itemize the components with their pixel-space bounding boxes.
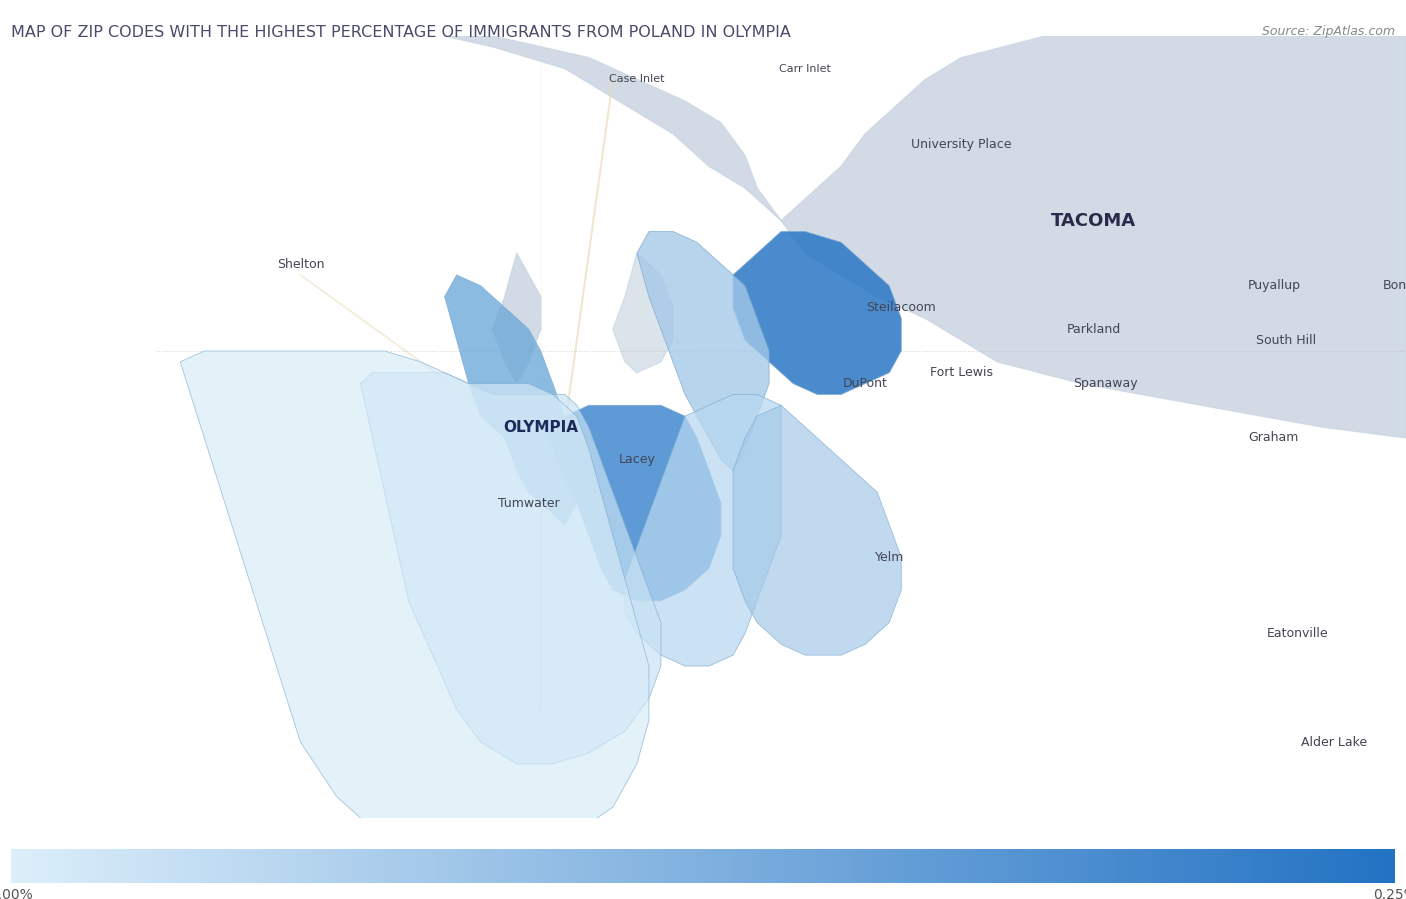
Text: Alder Lake: Alder Lake	[1301, 735, 1367, 749]
Text: Parkland: Parkland	[1066, 323, 1121, 335]
Text: Lacey: Lacey	[619, 453, 655, 466]
Polygon shape	[637, 231, 769, 470]
Polygon shape	[444, 36, 1406, 438]
Text: TACOMA: TACOMA	[1052, 211, 1136, 229]
Text: South Hill: South Hill	[1256, 334, 1316, 347]
Text: Spanaway: Spanaway	[1073, 377, 1137, 390]
Polygon shape	[180, 351, 650, 861]
Text: Steilacoom: Steilacoom	[866, 301, 936, 314]
Text: Graham: Graham	[1249, 432, 1299, 444]
Text: Fort Lewis: Fort Lewis	[929, 366, 993, 379]
Text: Tumwater: Tumwater	[498, 496, 560, 510]
Text: Shelton: Shelton	[277, 258, 325, 271]
Text: Carr Inlet: Carr Inlet	[779, 64, 831, 74]
Text: Eatonville: Eatonville	[1267, 627, 1329, 640]
Polygon shape	[541, 405, 721, 601]
Text: University Place: University Place	[911, 138, 1012, 151]
Text: Puyallup: Puyallup	[1247, 280, 1301, 292]
Polygon shape	[733, 231, 901, 395]
Text: Source: ZipAtlas.com: Source: ZipAtlas.com	[1261, 25, 1395, 38]
Text: Bonney: Bonney	[1382, 280, 1406, 292]
Polygon shape	[492, 254, 541, 384]
Polygon shape	[444, 275, 589, 525]
Polygon shape	[624, 395, 782, 666]
Text: Yelm: Yelm	[875, 551, 904, 564]
Polygon shape	[613, 254, 673, 373]
Text: MAP OF ZIP CODES WITH THE HIGHEST PERCENTAGE OF IMMIGRANTS FROM POLAND IN OLYMPI: MAP OF ZIP CODES WITH THE HIGHEST PERCEN…	[11, 25, 792, 40]
Polygon shape	[360, 373, 661, 764]
Text: OLYMPIA: OLYMPIA	[503, 420, 578, 434]
Polygon shape	[529, 427, 541, 449]
Text: Case Inlet: Case Inlet	[609, 75, 665, 85]
Text: DuPont: DuPont	[842, 377, 887, 390]
Polygon shape	[733, 405, 901, 655]
